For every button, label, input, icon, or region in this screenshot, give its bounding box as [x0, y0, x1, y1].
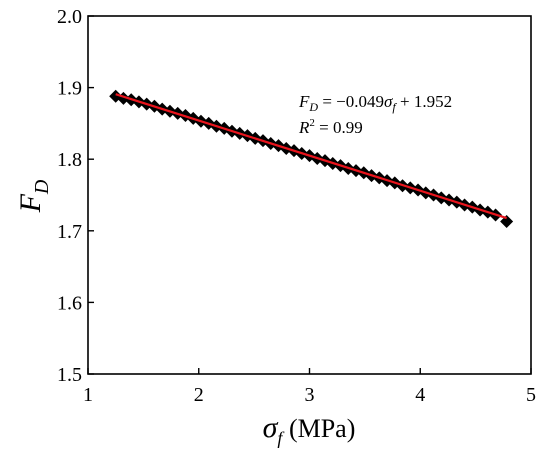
y-tick-label: 1.9	[57, 78, 82, 100]
y-tick-label: 1.8	[57, 149, 82, 171]
y-tick-label: 2.0	[57, 6, 82, 28]
x-tick-label: 5	[526, 384, 536, 406]
fit-line	[115, 93, 507, 220]
eq-lhs-sub: D	[308, 100, 318, 114]
y-axis-symbol: F	[14, 193, 47, 213]
eq-lhs-symbol: F	[298, 92, 310, 111]
r2-symbol: R	[298, 118, 310, 137]
x-tick-label: 1	[83, 384, 93, 406]
x-axis-symbol: σ	[263, 411, 279, 444]
x-axis-subscript: f	[277, 428, 285, 448]
ticks-layer: 1 2 3 4 5 1.5 1.6 1.7 1.8 1.9 2.0	[57, 6, 536, 406]
x-axis-unit: (MPa)	[282, 414, 355, 443]
r-squared: R2 = 0.99	[298, 117, 363, 137]
plot-area-frame	[87, 15, 532, 375]
x-tick-label: 2	[194, 384, 204, 406]
y-axis-title: FD	[14, 179, 53, 213]
eq-sigma-sub: f	[392, 100, 397, 114]
y-tick-label: 1.7	[57, 221, 82, 243]
eq-sigma: σ	[384, 92, 393, 111]
x-tick-label: 4	[415, 384, 425, 406]
x-axis-title: σf (MPa)	[263, 411, 356, 448]
y-axis-subscript: D	[31, 179, 53, 195]
fit-equation: FD = −0.049σf + 1.952	[298, 92, 452, 114]
eq-middle: = −0.049	[318, 92, 384, 111]
y-tick-label: 1.6	[57, 292, 82, 314]
eq-tail: + 1.952	[396, 92, 452, 111]
r2-sup: 2	[309, 117, 315, 129]
points-layer	[109, 89, 514, 228]
y-tick-label: 1.5	[57, 364, 82, 386]
r2-value: = 0.99	[315, 118, 363, 137]
data-point	[500, 214, 514, 228]
x-tick-label: 3	[305, 384, 315, 406]
